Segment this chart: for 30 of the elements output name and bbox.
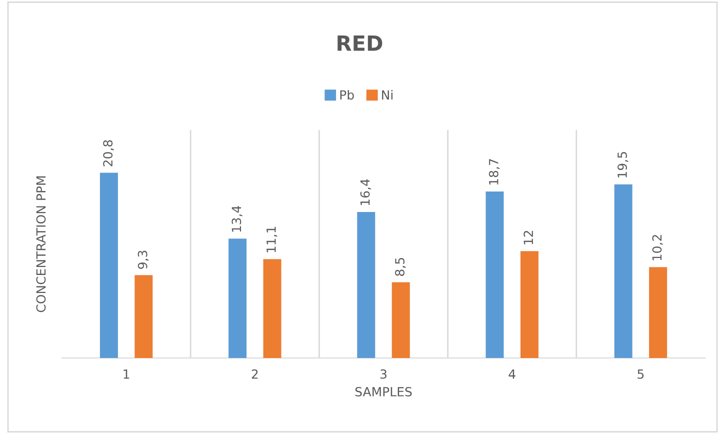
bar bbox=[134, 275, 153, 358]
bar bbox=[357, 212, 376, 358]
y-axis-title: CONCENTRATION PPM bbox=[36, 176, 46, 312]
x-tick-label: 4 bbox=[508, 369, 516, 379]
bar bbox=[614, 184, 632, 358]
x-axis-title: SAMPLES bbox=[355, 386, 412, 396]
bar bbox=[228, 238, 247, 358]
chart-title: RED bbox=[338, 36, 382, 51]
legend-label: Ni bbox=[382, 90, 392, 100]
data-label: 12 bbox=[524, 230, 533, 244]
bar bbox=[520, 251, 538, 358]
data-label: 13,4 bbox=[232, 206, 242, 232]
bar bbox=[263, 259, 282, 358]
bar bbox=[486, 191, 504, 358]
x-tick-label: 5 bbox=[638, 369, 644, 379]
x-tick-label: 3 bbox=[380, 369, 386, 379]
bar bbox=[100, 172, 118, 358]
x-tick-label: 1 bbox=[124, 369, 130, 379]
bar bbox=[649, 267, 668, 358]
data-label: 16,4 bbox=[360, 179, 372, 206]
legend-label: Pb bbox=[340, 90, 354, 100]
data-label: 10,2 bbox=[652, 235, 663, 260]
data-label: 9,3 bbox=[138, 250, 149, 269]
data-label: 8,5 bbox=[395, 258, 406, 276]
data-label: 19,5 bbox=[618, 152, 628, 178]
data-label: 18,7 bbox=[488, 159, 500, 185]
data-label: 11,1 bbox=[266, 226, 278, 252]
data-label: 20,8 bbox=[103, 140, 114, 166]
bar bbox=[392, 282, 410, 358]
x-tick-label: 2 bbox=[252, 369, 258, 379]
